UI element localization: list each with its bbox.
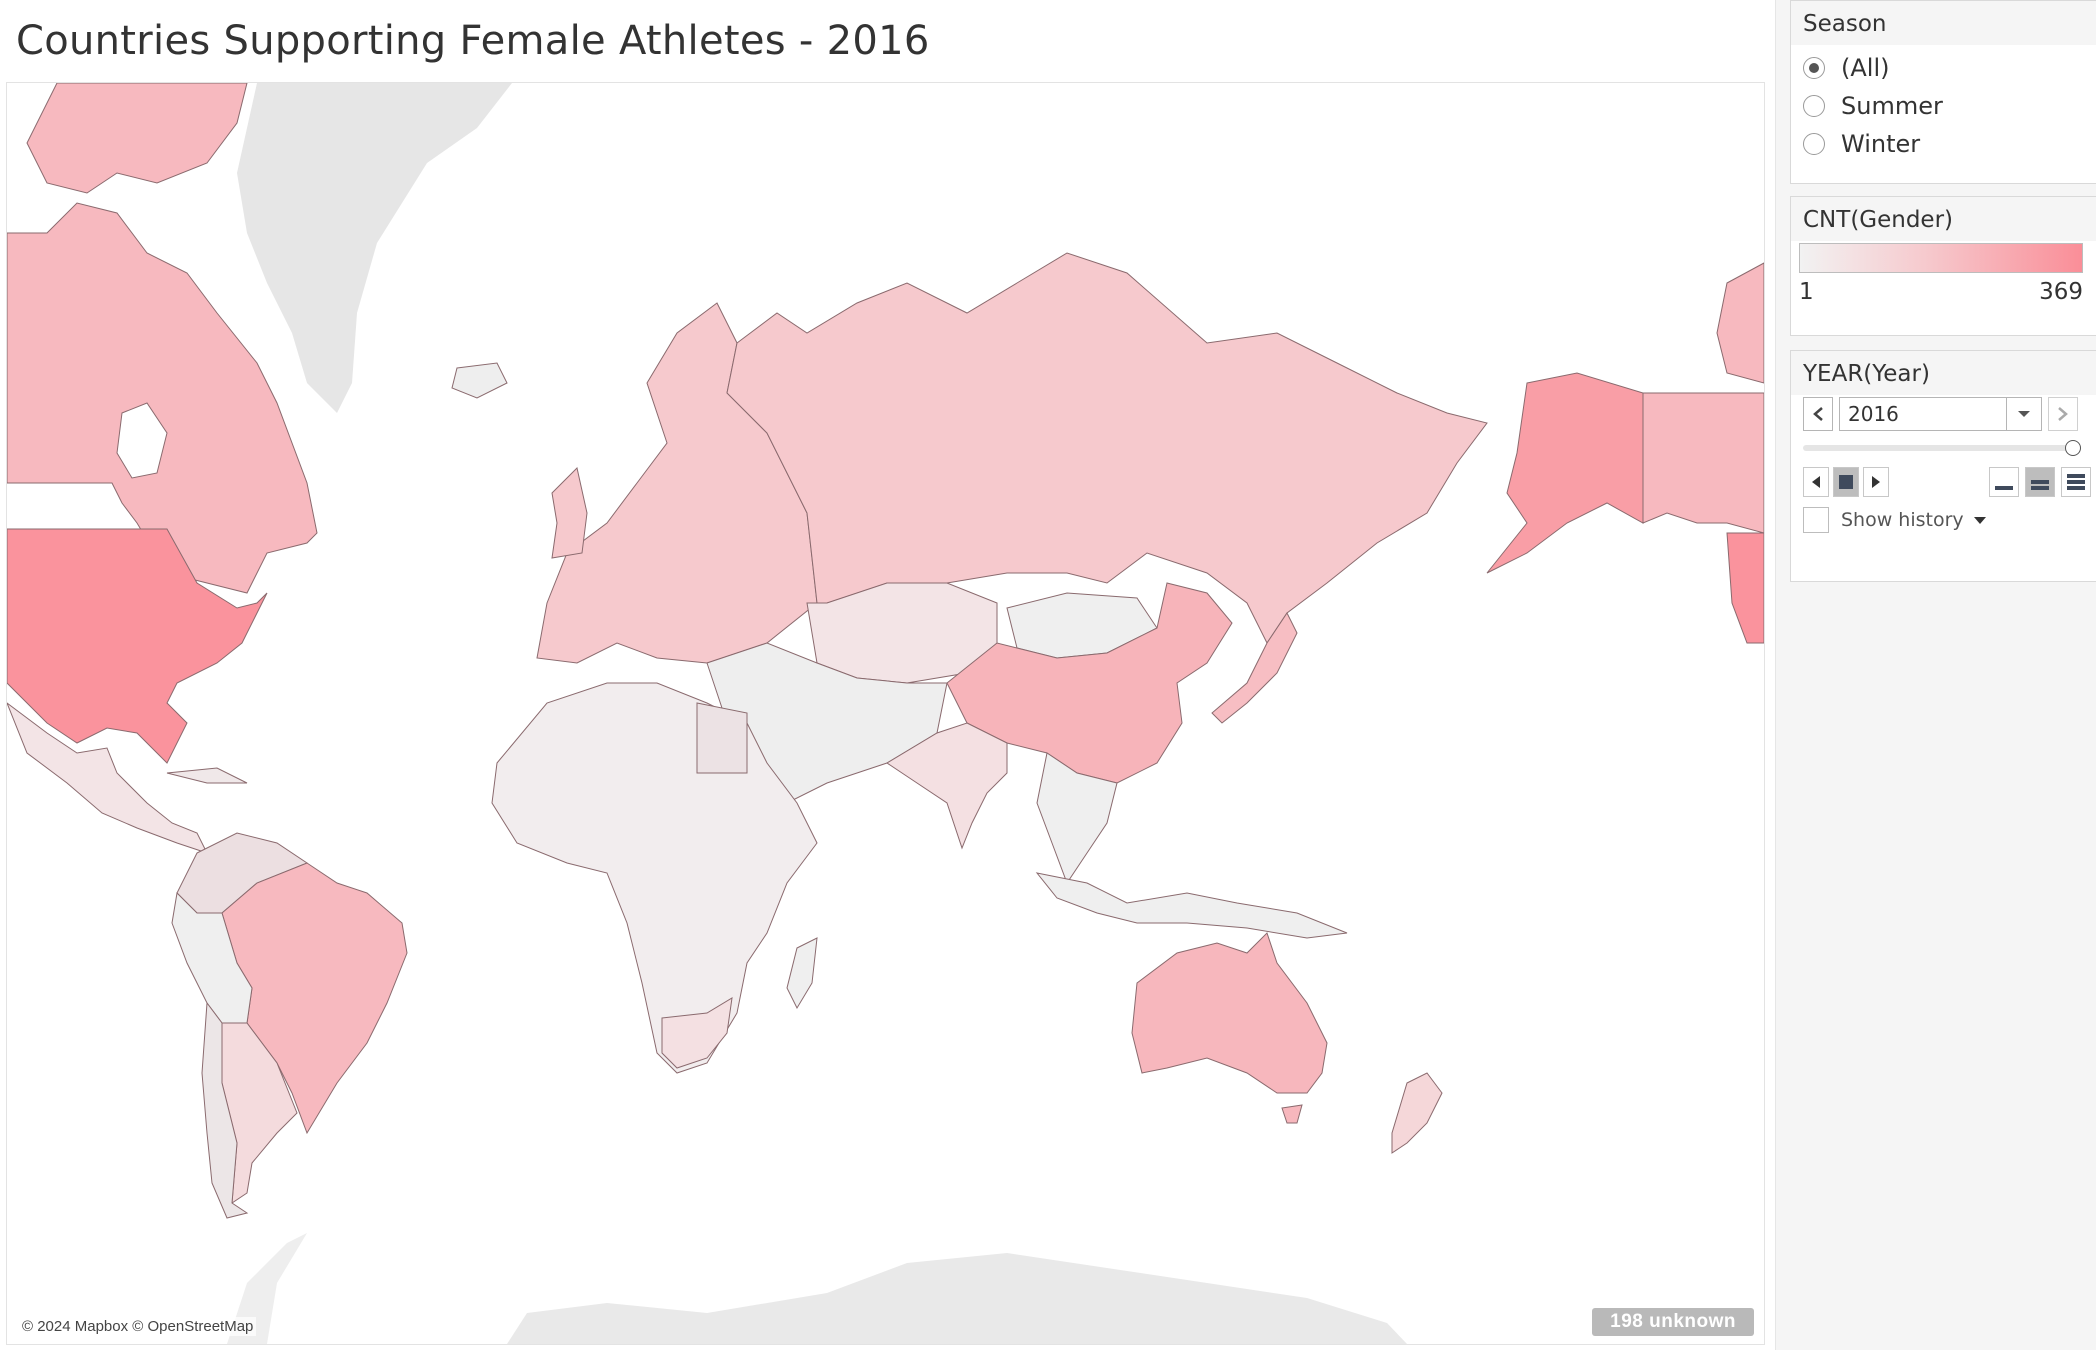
season-option-label: Summer — [1841, 92, 1943, 120]
speed-medium-button[interactable] — [2025, 467, 2055, 497]
caret-down-icon[interactable] — [1973, 516, 1986, 524]
year-slider[interactable] — [1803, 440, 2081, 456]
show-history-label: Show history — [1841, 509, 1964, 531]
region-hudson-bay — [116, 402, 168, 479]
region-indonesia[interactable] — [1035, 872, 1348, 939]
show-history-toggle[interactable]: Show history — [1803, 507, 2096, 533]
region-canada[interactable] — [7, 202, 318, 594]
stop-icon — [1839, 475, 1853, 489]
region-antarctica-peninsula — [227, 1233, 307, 1344]
season-option-summer[interactable]: Summer — [1791, 87, 2096, 125]
region-alaska[interactable] — [1486, 372, 1644, 574]
region-cuba[interactable] — [166, 767, 248, 784]
unknown-count-badge[interactable]: 198 unknown — [1592, 1308, 1754, 1336]
speed-fast-button[interactable] — [2061, 467, 2091, 497]
radio-icon[interactable] — [1803, 95, 1825, 117]
region-antarctica — [507, 1253, 1407, 1344]
season-filter: Season (All) Summer Winter — [1790, 0, 2096, 184]
legend-min-label: 1 — [1799, 279, 1814, 305]
stop-button[interactable] — [1833, 467, 1859, 497]
season-option-winter[interactable]: Winter — [1791, 125, 2096, 163]
year-control-title: YEAR(Year) — [1791, 351, 2096, 395]
region-canada-east-wrap[interactable] — [1642, 392, 1764, 534]
region-canada-arctic[interactable] — [26, 83, 248, 194]
radio-selected-icon[interactable] — [1803, 57, 1825, 79]
region-madagascar[interactable] — [786, 937, 818, 1010]
speed-fast-icon — [2067, 474, 2085, 490]
play-backward-button[interactable] — [1803, 467, 1829, 497]
play-forward-button[interactable] — [1863, 467, 1889, 497]
speed-medium-icon — [2031, 480, 2049, 490]
region-mexico[interactable] — [7, 702, 208, 854]
year-slider-handle[interactable] — [2065, 440, 2081, 456]
play-forward-icon — [1872, 476, 1880, 488]
region-iceland[interactable] — [451, 362, 508, 399]
color-legend: CNT(Gender) 1 369 — [1790, 196, 2096, 336]
chevron-down-icon[interactable] — [2006, 398, 2041, 430]
season-option-label: Winter — [1841, 130, 1921, 158]
sidebar-divider — [1775, 0, 1776, 1350]
world-map[interactable]: © 2024 Mapbox © OpenStreetMap 198 unknow… — [6, 82, 1765, 1345]
region-greenland[interactable] — [237, 83, 512, 413]
region-japan[interactable] — [1211, 612, 1298, 724]
year-dropdown-value: 2016 — [1848, 402, 1899, 426]
region-chile[interactable] — [201, 1001, 249, 1219]
region-tasmania[interactable] — [1281, 1104, 1303, 1124]
sidebar: Season (All) Summer Winter CNT(Gender) 1… — [1776, 0, 2096, 1350]
dashboard-title: Countries Supporting Female Athletes - 2… — [16, 18, 930, 64]
region-us-wrap[interactable] — [1726, 532, 1764, 644]
play-backward-icon — [1812, 476, 1820, 488]
region-southeast-asia[interactable] — [1036, 752, 1118, 885]
legend-title: CNT(Gender) — [1791, 197, 2096, 241]
region-united-states[interactable] — [7, 528, 268, 764]
region-uk[interactable] — [551, 467, 588, 559]
radio-icon[interactable] — [1803, 133, 1825, 155]
legend-gradient-bar — [1799, 243, 2083, 273]
year-dropdown[interactable]: 2016 — [1839, 397, 2042, 431]
region-egypt[interactable] — [696, 702, 748, 774]
chevron-right-icon — [2058, 407, 2068, 421]
region-canada-arctic-wrap[interactable] — [1716, 262, 1764, 384]
region-russia[interactable] — [726, 252, 1488, 644]
region-india[interactable] — [886, 722, 1008, 850]
season-option-label: (All) — [1841, 54, 1890, 82]
next-year-button[interactable] — [2048, 397, 2078, 431]
region-australia[interactable] — [1131, 932, 1328, 1094]
chevron-left-icon — [1813, 407, 1823, 421]
legend-max-label: 369 — [2039, 279, 2083, 305]
season-option-all[interactable]: (All) — [1791, 49, 2096, 87]
year-pages-control: YEAR(Year) 2016 — [1790, 350, 2096, 582]
map-canvas[interactable] — [7, 83, 1764, 1344]
show-history-checkbox[interactable] — [1803, 507, 1829, 533]
region-new-zealand[interactable] — [1391, 1072, 1443, 1154]
region-africa[interactable] — [491, 682, 818, 1074]
speed-slow-icon — [1995, 486, 2013, 490]
map-attribution: © 2024 Mapbox © OpenStreetMap — [19, 1317, 257, 1336]
region-south-africa[interactable] — [661, 997, 733, 1069]
previous-year-button[interactable] — [1803, 397, 1833, 431]
speed-slow-button[interactable] — [1989, 467, 2019, 497]
season-filter-title: Season — [1791, 1, 2096, 45]
